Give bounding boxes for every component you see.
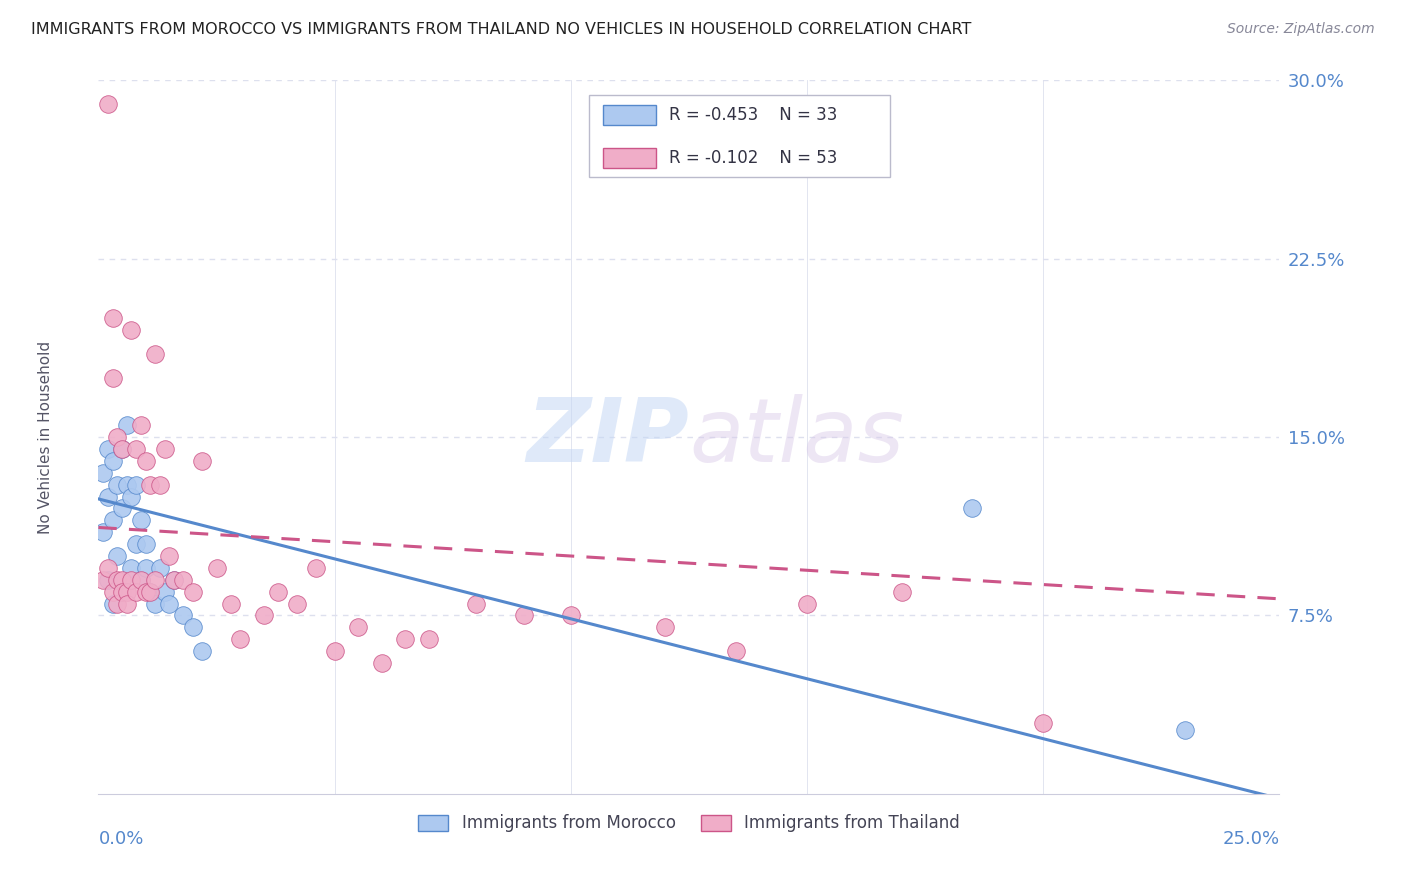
Point: [111, 442, 134, 456]
Point: [115, 477, 138, 491]
Text: Source: ZipAtlas.com: Source: ZipAtlas.com: [1227, 22, 1375, 37]
Point: [163, 573, 186, 587]
Point: [157, 549, 180, 563]
Point: [97, 97, 120, 112]
Point: [1174, 723, 1197, 737]
Text: 25.0%: 25.0%: [1222, 830, 1279, 847]
Point: [267, 584, 290, 599]
Point: [101, 584, 124, 599]
Point: [97, 442, 120, 456]
Point: [149, 561, 172, 575]
Point: [962, 501, 984, 516]
Point: [163, 573, 186, 587]
Point: [172, 608, 194, 623]
Point: [305, 561, 328, 575]
Point: [135, 537, 157, 551]
Point: [205, 561, 228, 575]
Text: R = -0.453    N = 33: R = -0.453 N = 33: [669, 106, 837, 124]
Point: [725, 644, 748, 658]
Point: [418, 632, 440, 647]
Point: [1032, 715, 1054, 730]
Point: [115, 584, 138, 599]
Point: [135, 561, 157, 575]
Point: [229, 632, 252, 647]
Point: [101, 513, 124, 527]
Point: [654, 620, 676, 634]
Point: [91, 525, 114, 540]
Point: [172, 573, 194, 587]
Point: [219, 597, 242, 611]
Point: [97, 490, 120, 504]
Point: [135, 454, 157, 468]
Point: [125, 442, 148, 456]
Point: [91, 466, 114, 480]
Point: [111, 501, 134, 516]
Point: [181, 620, 204, 634]
Point: [115, 597, 138, 611]
Point: [191, 454, 214, 468]
Point: [560, 608, 582, 623]
Bar: [603, 105, 655, 125]
Point: [121, 490, 143, 504]
Text: atlas: atlas: [689, 394, 904, 480]
Point: [135, 584, 157, 599]
Point: [890, 584, 912, 599]
Point: [121, 561, 143, 575]
Point: [125, 477, 148, 491]
Point: [125, 537, 148, 551]
Point: [153, 442, 176, 456]
Point: [371, 656, 394, 670]
Point: [101, 311, 124, 326]
Point: [121, 573, 143, 587]
Point: [115, 418, 138, 433]
Point: [323, 644, 346, 658]
Point: [465, 597, 488, 611]
Point: [97, 573, 120, 587]
Point: [105, 477, 128, 491]
Point: [111, 442, 134, 456]
Point: [97, 561, 120, 575]
Text: IMMIGRANTS FROM MOROCCO VS IMMIGRANTS FROM THAILAND NO VEHICLES IN HOUSEHOLD COR: IMMIGRANTS FROM MOROCCO VS IMMIGRANTS FR…: [31, 22, 972, 37]
Point: [347, 620, 370, 634]
Legend: Immigrants from Morocco, Immigrants from Thailand: Immigrants from Morocco, Immigrants from…: [412, 808, 966, 839]
Point: [129, 573, 152, 587]
Point: [149, 477, 172, 491]
Point: [111, 584, 134, 599]
Text: R = -0.102    N = 53: R = -0.102 N = 53: [669, 149, 837, 167]
Text: No Vehicles in Household: No Vehicles in Household: [38, 341, 53, 533]
Point: [157, 597, 180, 611]
Point: [105, 430, 128, 444]
Point: [143, 597, 166, 611]
Point: [139, 584, 162, 599]
Point: [139, 584, 162, 599]
Point: [796, 597, 818, 611]
Point: [143, 347, 166, 361]
Point: [111, 573, 134, 587]
Point: [139, 477, 162, 491]
Point: [153, 584, 176, 599]
Point: [91, 573, 114, 587]
Point: [129, 513, 152, 527]
Text: ZIP: ZIP: [526, 393, 689, 481]
Point: [253, 608, 276, 623]
Point: [121, 323, 143, 337]
Point: [394, 632, 416, 647]
Point: [191, 644, 214, 658]
Point: [105, 549, 128, 563]
Text: 0.0%: 0.0%: [98, 830, 143, 847]
Point: [129, 418, 152, 433]
Point: [143, 573, 166, 587]
Point: [125, 584, 148, 599]
Bar: [603, 148, 655, 168]
FancyBboxPatch shape: [589, 95, 890, 177]
Point: [101, 597, 124, 611]
Point: [181, 584, 204, 599]
Point: [512, 608, 534, 623]
Point: [101, 370, 124, 384]
Point: [285, 597, 308, 611]
Point: [101, 454, 124, 468]
Point: [105, 597, 128, 611]
Point: [105, 573, 128, 587]
Point: [129, 573, 152, 587]
